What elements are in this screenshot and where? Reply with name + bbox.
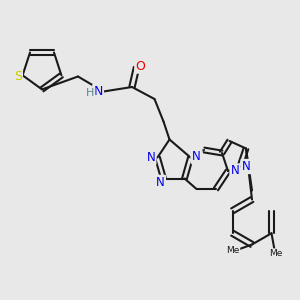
- Text: S: S: [14, 70, 22, 83]
- Text: N: N: [193, 151, 202, 164]
- Text: N: N: [230, 164, 239, 178]
- Text: Me: Me: [269, 249, 282, 258]
- Text: N: N: [242, 160, 250, 173]
- Text: H: H: [86, 88, 94, 98]
- Text: O: O: [136, 59, 145, 73]
- Text: N: N: [93, 85, 103, 98]
- Text: N: N: [156, 176, 165, 189]
- Text: N: N: [191, 149, 200, 163]
- Text: Me: Me: [226, 246, 240, 255]
- Text: N: N: [146, 151, 155, 164]
